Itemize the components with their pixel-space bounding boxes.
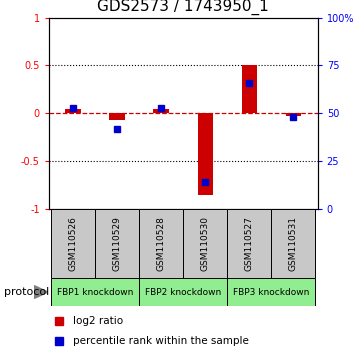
Text: percentile rank within the sample: percentile rank within the sample bbox=[73, 336, 249, 346]
Text: FBP1 knockdown: FBP1 knockdown bbox=[57, 287, 133, 297]
Bar bbox=[242, 65, 257, 113]
Bar bbox=[153, 108, 169, 113]
Bar bbox=[139, 278, 227, 306]
Text: protocol: protocol bbox=[4, 287, 49, 297]
Bar bbox=[183, 209, 227, 278]
Bar bbox=[227, 278, 316, 306]
Text: log2 ratio: log2 ratio bbox=[73, 316, 123, 326]
Text: GSM110531: GSM110531 bbox=[289, 216, 298, 271]
Text: FBP2 knockdown: FBP2 knockdown bbox=[145, 287, 221, 297]
Text: GSM110529: GSM110529 bbox=[113, 216, 122, 271]
Bar bbox=[197, 113, 213, 195]
Text: GSM110527: GSM110527 bbox=[245, 216, 254, 271]
Bar bbox=[227, 209, 271, 278]
Bar bbox=[139, 209, 183, 278]
Bar bbox=[95, 209, 139, 278]
Text: FBP3 knockdown: FBP3 knockdown bbox=[233, 287, 310, 297]
Bar bbox=[65, 108, 81, 113]
Text: GSM110530: GSM110530 bbox=[201, 216, 210, 271]
Bar bbox=[109, 113, 125, 120]
Polygon shape bbox=[34, 286, 48, 298]
Text: GSM110526: GSM110526 bbox=[69, 216, 78, 271]
Bar bbox=[286, 113, 301, 116]
Bar bbox=[271, 209, 316, 278]
Title: GDS2573 / 1743950_1: GDS2573 / 1743950_1 bbox=[97, 0, 269, 15]
Bar bbox=[51, 278, 139, 306]
Bar bbox=[51, 209, 95, 278]
Text: GSM110528: GSM110528 bbox=[157, 216, 166, 271]
